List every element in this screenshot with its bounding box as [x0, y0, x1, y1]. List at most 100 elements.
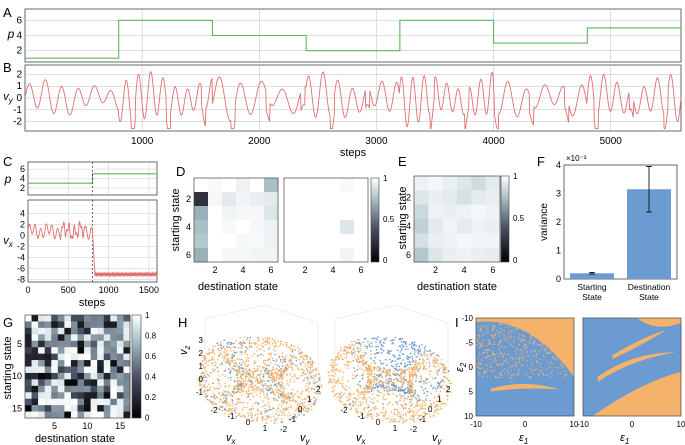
panel-h-right-point	[371, 381, 373, 383]
panel-i-left-xlabel-text: ε	[519, 432, 524, 444]
panel-h-right-point	[370, 353, 372, 355]
panel-h-right-point	[391, 339, 394, 342]
panel-g-cell	[51, 398, 59, 406]
panel-g-cell	[103, 315, 111, 322]
panel-h-right-point	[377, 374, 380, 376]
panel-h-right-point	[377, 336, 380, 338]
panel-h-right-point	[333, 386, 335, 388]
panel-e-cell	[428, 176, 443, 191]
panel-h-right-point	[371, 401, 374, 404]
panel-e-cell	[471, 176, 486, 191]
panel-h-left-point	[226, 360, 229, 363]
panel-h-left-point	[269, 376, 271, 379]
panel-h-right-point	[395, 373, 398, 375]
panel-h-right-point	[406, 381, 409, 384]
panel-h-right-point	[359, 396, 361, 399]
panel-h-left-point	[224, 354, 226, 357]
panel-h-right-point	[372, 386, 374, 389]
panel-d-right-cell	[326, 178, 341, 193]
panel-h-left-point	[245, 391, 248, 393]
panel-h-left-point	[269, 353, 272, 355]
panel-h-right-point	[366, 376, 369, 379]
panel-h-left-point	[239, 401, 242, 403]
panel-h-right-point	[368, 370, 371, 373]
panel-i-left-speckle	[531, 350, 533, 352]
panel-h-right-point	[413, 341, 416, 344]
panel-h-left-point	[248, 390, 250, 392]
panel-h-left-point	[201, 383, 203, 386]
panel-d-left-cell	[222, 220, 237, 235]
panel-h-right-point	[419, 358, 421, 361]
panel-h-left-point	[202, 391, 204, 393]
panel-h-right-point	[398, 369, 400, 371]
panel-h-right-point	[374, 379, 377, 381]
panel-a-ylabel: p	[7, 27, 15, 41]
panel-h-right-point	[438, 400, 441, 403]
panel-h-left-point	[211, 402, 214, 405]
panel-i-left-speckle	[545, 348, 547, 351]
panel-h-left-ylabel: vy	[300, 432, 311, 445]
panel-h-right-point	[436, 358, 439, 361]
panel-h-left-point	[303, 370, 305, 372]
panel-h-left-point	[264, 407, 266, 410]
panel-h-right-point	[409, 383, 411, 386]
panel-h-right-point	[398, 412, 401, 415]
panel-h-right-point	[395, 368, 398, 370]
panel-g-cell	[84, 353, 91, 361]
panel-i-left-speckle	[514, 350, 516, 353]
panel-h-left-point	[280, 342, 282, 345]
panel-h-left-point	[228, 385, 231, 388]
panel-e-cell	[471, 190, 486, 205]
panel-h-left-point	[224, 382, 226, 385]
panel-h-left-point	[278, 404, 280, 406]
panel-g-cell	[38, 353, 45, 361]
panel-g-cell	[123, 411, 131, 419]
panel-g-cell	[123, 398, 131, 406]
panel-h-right-point	[348, 346, 351, 348]
panel-h-right-point	[439, 363, 442, 365]
panel-h-left-point	[200, 379, 203, 381]
panel-d-right-xtick-label: 4	[330, 265, 335, 275]
panel-i-left-speckle	[566, 329, 569, 331]
panel-h-right-point	[402, 382, 404, 385]
panel-d-colorbar	[370, 177, 380, 263]
panel-g-cell	[51, 372, 59, 380]
panel-i-left-speckle	[564, 356, 567, 358]
panel-h-left-point	[306, 371, 309, 374]
panel-h-left-point	[289, 414, 292, 417]
panel-g-cell	[31, 372, 39, 380]
panel-g-cell	[44, 321, 52, 329]
panel-h-left-point	[281, 414, 283, 417]
panel-i-left-speckle	[517, 336, 520, 339]
panel-h-right-point	[357, 412, 359, 414]
panel-b-ytick-label: 2	[16, 69, 22, 80]
panel-d-right-cell	[312, 206, 327, 221]
panel-h-right-point	[368, 344, 371, 346]
panel-h-left-point	[213, 402, 216, 405]
panel-g-cell	[90, 392, 98, 399]
panel-i-left-speckle	[521, 334, 524, 337]
panel-h-right-point	[396, 349, 399, 352]
panel-i-left-speckle	[492, 360, 495, 363]
panel-h-right-point	[335, 392, 338, 395]
panel-h-left-point	[263, 340, 266, 343]
panel-g-cell	[90, 372, 98, 380]
panel-letter-h: H	[178, 315, 187, 330]
panel-h-right-point	[425, 382, 428, 385]
panel-h-left-point	[268, 401, 270, 404]
panel-h-left-point	[251, 414, 254, 416]
panel-i-left-speckle	[501, 370, 503, 372]
panel-h-right-point	[400, 395, 403, 398]
panel-i-left-speckle	[538, 333, 541, 335]
panel-h-left-point	[268, 387, 271, 389]
panel-i-left-speckle	[534, 331, 536, 333]
panel-h-left-point	[285, 402, 288, 405]
panel-h-left-point	[223, 339, 225, 341]
panel-h-left-point	[247, 380, 249, 382]
panel-h-left-point	[210, 372, 212, 374]
panel-g-cell	[25, 321, 32, 329]
panel-h-left-point	[244, 363, 246, 365]
panel-i-ytick-label: 5	[469, 388, 474, 397]
panel-h-right-point	[334, 372, 337, 375]
panel-c-top-ylabel: p	[4, 172, 12, 186]
